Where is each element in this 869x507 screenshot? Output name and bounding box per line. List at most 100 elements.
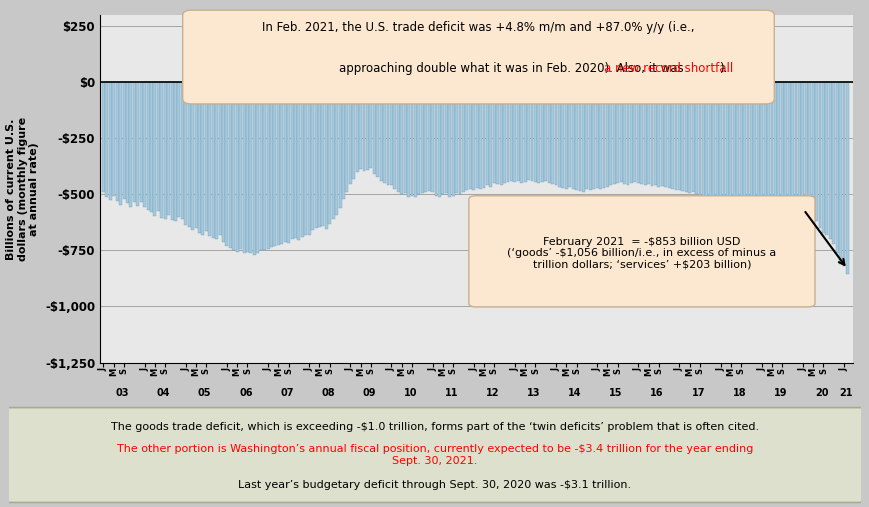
Bar bbox=[421, 83, 423, 193]
Bar bbox=[465, 83, 468, 190]
Bar bbox=[136, 83, 139, 206]
Bar bbox=[790, 83, 793, 204]
Text: 16: 16 bbox=[650, 387, 663, 397]
Bar bbox=[650, 83, 653, 186]
Bar bbox=[595, 83, 598, 188]
Bar bbox=[489, 83, 492, 187]
Text: 11: 11 bbox=[444, 387, 458, 397]
Bar bbox=[475, 83, 478, 188]
Bar bbox=[502, 83, 506, 183]
Bar bbox=[458, 83, 461, 195]
Bar bbox=[680, 83, 684, 191]
Bar bbox=[551, 83, 554, 185]
Bar bbox=[170, 83, 173, 220]
Bar bbox=[308, 83, 310, 235]
Bar bbox=[232, 83, 235, 250]
Text: 19: 19 bbox=[773, 387, 786, 397]
Text: 09: 09 bbox=[362, 387, 375, 397]
Bar bbox=[735, 83, 739, 207]
Text: 04: 04 bbox=[156, 387, 170, 397]
Bar bbox=[807, 83, 810, 201]
Bar bbox=[640, 83, 642, 185]
Bar bbox=[606, 83, 608, 187]
Bar bbox=[811, 83, 813, 212]
Bar bbox=[143, 83, 146, 207]
Bar bbox=[725, 83, 728, 204]
Bar bbox=[698, 83, 700, 195]
Bar bbox=[273, 83, 276, 246]
Text: a new record shortfall: a new record shortfall bbox=[603, 62, 733, 75]
Bar bbox=[202, 83, 204, 235]
Bar bbox=[701, 83, 704, 196]
Bar bbox=[140, 83, 143, 202]
Bar bbox=[777, 83, 779, 207]
Text: 10: 10 bbox=[403, 387, 416, 397]
Bar bbox=[311, 83, 314, 230]
Bar bbox=[321, 83, 324, 226]
Bar bbox=[184, 83, 187, 225]
Bar bbox=[602, 83, 605, 188]
Bar bbox=[554, 83, 557, 186]
Bar bbox=[105, 83, 109, 197]
Bar bbox=[814, 83, 817, 222]
Bar bbox=[366, 83, 368, 170]
Text: The goods trade deficit, which is exceeding -$1.0 trillion, forms part of the ‘t: The goods trade deficit, which is exceed… bbox=[111, 422, 758, 432]
Bar bbox=[482, 83, 485, 188]
Bar bbox=[557, 83, 561, 187]
Bar bbox=[592, 83, 594, 189]
Bar bbox=[763, 83, 766, 208]
Bar bbox=[728, 83, 732, 206]
Bar bbox=[149, 83, 153, 212]
Text: 21: 21 bbox=[838, 387, 852, 397]
Bar bbox=[191, 83, 194, 230]
Bar bbox=[694, 83, 697, 194]
Bar bbox=[396, 83, 400, 192]
Bar bbox=[722, 83, 725, 202]
Bar bbox=[260, 83, 262, 250]
Bar bbox=[581, 83, 584, 192]
Bar bbox=[493, 83, 495, 183]
Bar bbox=[211, 83, 215, 238]
Bar bbox=[283, 83, 286, 241]
Text: 05: 05 bbox=[197, 387, 211, 397]
Bar bbox=[530, 83, 533, 181]
Bar bbox=[167, 83, 169, 214]
Bar bbox=[509, 83, 513, 181]
Bar bbox=[428, 83, 430, 191]
Bar bbox=[832, 83, 834, 244]
Bar bbox=[133, 83, 136, 202]
Bar bbox=[780, 83, 783, 205]
Bar bbox=[687, 83, 690, 193]
Bar bbox=[636, 83, 639, 183]
Bar bbox=[294, 83, 296, 238]
Bar bbox=[629, 83, 632, 183]
Bar bbox=[567, 83, 571, 187]
Bar bbox=[386, 83, 389, 186]
Bar bbox=[527, 83, 529, 180]
Bar bbox=[335, 83, 338, 214]
Bar bbox=[146, 83, 149, 210]
Bar bbox=[705, 83, 707, 197]
Bar bbox=[622, 83, 626, 185]
Bar bbox=[708, 83, 711, 196]
Bar bbox=[417, 83, 420, 195]
Bar bbox=[123, 83, 125, 199]
Bar bbox=[547, 83, 550, 183]
Bar bbox=[804, 83, 806, 211]
Bar bbox=[835, 83, 838, 252]
Bar bbox=[800, 83, 804, 206]
Bar bbox=[195, 83, 197, 228]
Bar bbox=[585, 83, 587, 189]
Bar bbox=[109, 83, 111, 200]
Bar bbox=[434, 83, 437, 196]
Bar bbox=[626, 83, 629, 186]
Bar bbox=[242, 83, 245, 252]
Bar bbox=[112, 83, 115, 196]
Bar bbox=[229, 83, 231, 248]
Text: 14: 14 bbox=[567, 387, 581, 397]
Bar bbox=[673, 83, 677, 190]
Bar bbox=[534, 83, 536, 182]
Bar bbox=[177, 83, 180, 217]
Bar bbox=[301, 83, 303, 237]
FancyBboxPatch shape bbox=[0, 408, 869, 502]
